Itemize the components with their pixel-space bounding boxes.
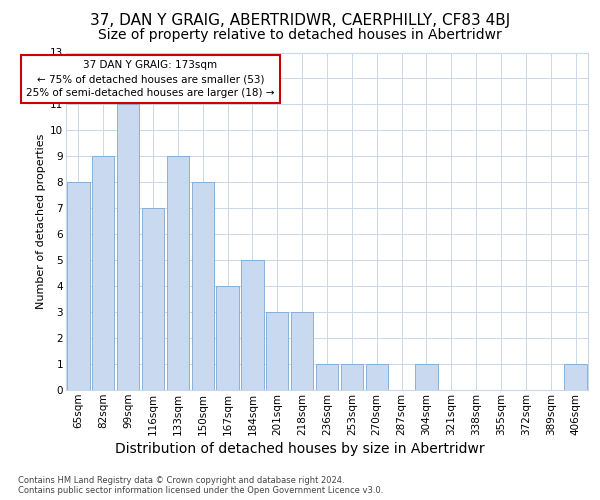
Bar [167, 156, 189, 390]
Bar [316, 364, 338, 390]
Text: Contains HM Land Registry data © Crown copyright and database right 2024.
Contai: Contains HM Land Registry data © Crown c… [18, 476, 383, 495]
Text: 37 DAN Y GRAIG: 173sqm
← 75% of detached houses are smaller (53)
25% of semi-det: 37 DAN Y GRAIG: 173sqm ← 75% of detached… [26, 60, 275, 98]
Bar [191, 182, 214, 390]
Text: Size of property relative to detached houses in Abertridwr: Size of property relative to detached ho… [98, 28, 502, 42]
Bar [415, 364, 437, 390]
Bar [117, 104, 139, 390]
Bar [67, 182, 89, 390]
Bar [266, 312, 289, 390]
Bar [565, 364, 587, 390]
Bar [291, 312, 313, 390]
Text: Distribution of detached houses by size in Abertridwr: Distribution of detached houses by size … [115, 442, 485, 456]
Text: 37, DAN Y GRAIG, ABERTRIDWR, CAERPHILLY, CF83 4BJ: 37, DAN Y GRAIG, ABERTRIDWR, CAERPHILLY,… [90, 12, 510, 28]
Bar [341, 364, 363, 390]
Bar [217, 286, 239, 390]
Bar [365, 364, 388, 390]
Bar [241, 260, 263, 390]
Y-axis label: Number of detached properties: Number of detached properties [36, 134, 46, 309]
Bar [92, 156, 115, 390]
Bar [142, 208, 164, 390]
